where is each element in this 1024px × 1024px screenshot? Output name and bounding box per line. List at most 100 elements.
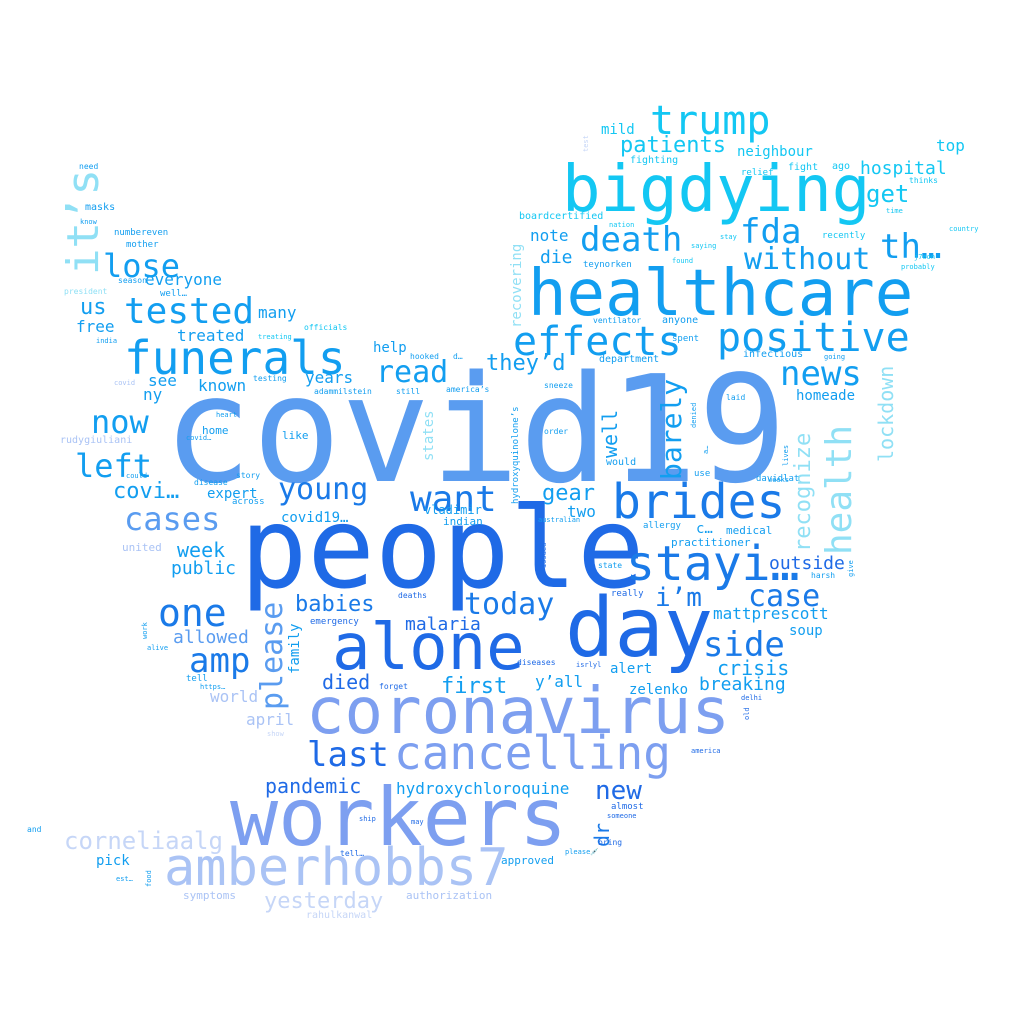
word-fighting: fighting xyxy=(630,155,679,166)
word-covid: covid xyxy=(114,379,136,387)
word-yall: y’all xyxy=(535,672,584,691)
word-time: time xyxy=(886,207,903,215)
word-really: really xyxy=(611,589,644,599)
word-neighbour: neighbour xyxy=(737,144,813,160)
word-amberhobbs7: amberhobbs7 xyxy=(164,838,509,898)
word-positive: positive xyxy=(717,315,910,361)
word-get: get xyxy=(866,180,910,208)
word-nation: nation xyxy=(609,221,635,229)
word-public: public xyxy=(171,558,237,579)
word-lose: lose xyxy=(103,247,181,285)
word-alone: alone xyxy=(332,611,525,685)
word-indian: indian xyxy=(443,515,483,528)
word-disease: disease xyxy=(194,478,228,487)
word-deaths: deaths xyxy=(398,591,427,600)
word-news: news xyxy=(780,354,862,394)
word-fda: fda xyxy=(740,212,802,252)
word-lockdown: lockdown xyxy=(874,365,898,462)
word-pandemic: pandemic xyxy=(265,774,362,798)
word-one: one xyxy=(158,591,227,635)
word-united: united xyxy=(122,541,162,554)
word-well-ellipsis: well… xyxy=(160,289,188,299)
word-please: please xyxy=(255,601,290,710)
word-soup: soup xyxy=(789,623,823,639)
word-test: test xyxy=(582,135,590,152)
word-ventilator: ventilator xyxy=(593,316,642,325)
word-someone: someone xyxy=(607,812,637,820)
word-yesterday: yesterday xyxy=(264,889,384,914)
word-heart: heart xyxy=(216,411,238,419)
word-order: order xyxy=(544,427,569,436)
word-crisis: crisis xyxy=(717,656,790,680)
word-spent: spent xyxy=(672,334,700,344)
word-help: help xyxy=(373,340,407,356)
word-numbereven: numbereven xyxy=(114,228,169,238)
word-a-ellipsis: a… xyxy=(702,445,710,454)
word-ship: ship xyxy=(359,815,376,823)
word-two: two xyxy=(567,502,596,521)
word-state: state xyxy=(598,561,623,570)
word-many: many xyxy=(258,303,297,322)
word-health: health xyxy=(819,424,860,555)
word-going: going xyxy=(824,353,846,361)
word-theyd: they’d xyxy=(486,351,566,376)
word-alert: alert xyxy=(610,661,653,677)
word-allowed: allowed xyxy=(173,627,249,648)
word-side: side xyxy=(703,625,785,665)
word-hydroxyquinolones: hydroxyquinolone’s xyxy=(511,406,521,504)
word-practitioner: practitioner xyxy=(671,536,751,549)
word-davidlat: davidlat xyxy=(756,474,800,484)
word-home: home xyxy=(202,424,229,437)
word-boardcertified: boardcertified xyxy=(519,211,604,222)
word-old: old xyxy=(743,707,751,720)
word-see: see xyxy=(148,371,177,390)
word-malaria: malaria xyxy=(405,614,481,635)
word-pick: pick xyxy=(96,853,130,869)
word-th: th… xyxy=(880,227,942,267)
word-thinks: thinks xyxy=(909,176,938,185)
word-and: and xyxy=(27,825,42,834)
word-world: world xyxy=(210,687,259,706)
word-mild: mild xyxy=(601,122,635,138)
word-rahulkanwal: rahulkanwal xyxy=(306,910,373,921)
word-teynorken: teynorken xyxy=(583,260,632,270)
word-testing: testing xyxy=(253,374,287,383)
word-die: die xyxy=(540,247,573,268)
word-without: without xyxy=(744,242,871,277)
word-masks: masks xyxy=(85,202,116,213)
word-may: may xyxy=(411,818,424,826)
word-ago: ago xyxy=(832,161,851,172)
word-department: department xyxy=(599,354,660,365)
word-read: read xyxy=(376,355,449,390)
word-homeade: homeade xyxy=(796,388,856,404)
word-food: food xyxy=(145,870,153,887)
word-laid: laid xyxy=(726,393,746,402)
word-free: free xyxy=(76,317,115,336)
word-approved: approved xyxy=(501,854,554,867)
word-officials: officials xyxy=(304,323,348,332)
word-treating: treating xyxy=(258,333,292,341)
word-case: case xyxy=(748,579,821,614)
word-stayi: stayi… xyxy=(626,536,800,592)
word-covi: covi… xyxy=(113,479,180,504)
word-medical: medical xyxy=(726,524,773,537)
word-still: still xyxy=(396,387,421,396)
word-anyone: anyone xyxy=(662,315,699,326)
word-alive: alive xyxy=(147,644,169,652)
word-known: known xyxy=(198,376,247,395)
word-effects: effects xyxy=(513,319,682,365)
word-could: could xyxy=(126,472,148,480)
word-people: people xyxy=(240,484,645,614)
word-rudygiuliani: rudygiuliani xyxy=(60,435,133,446)
word-know: know xyxy=(80,218,97,226)
word-outside: outside xyxy=(769,553,845,574)
word-today: today xyxy=(464,587,555,622)
word-use: use xyxy=(694,469,711,479)
word-day: day xyxy=(565,581,714,676)
word-president: president xyxy=(64,287,108,296)
word-forget: forget xyxy=(379,682,408,691)
word-ny: ny xyxy=(143,385,163,404)
word-zelenko: zelenko xyxy=(629,682,689,698)
word-infectious: infectious xyxy=(743,349,804,360)
